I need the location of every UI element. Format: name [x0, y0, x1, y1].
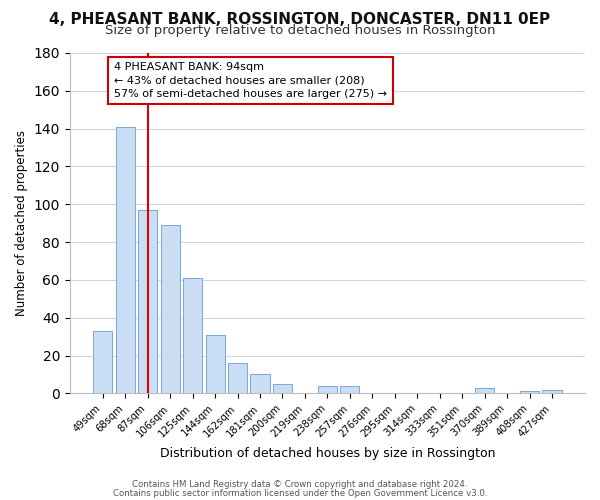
- Bar: [520, 392, 539, 394]
- Bar: [542, 390, 562, 394]
- Bar: [161, 225, 179, 394]
- Bar: [93, 331, 112, 394]
- Bar: [206, 334, 224, 394]
- Text: 4, PHEASANT BANK, ROSSINGTON, DONCASTER, DN11 0EP: 4, PHEASANT BANK, ROSSINGTON, DONCASTER,…: [49, 12, 551, 28]
- Text: Contains public sector information licensed under the Open Government Licence v3: Contains public sector information licen…: [113, 490, 487, 498]
- Bar: [183, 278, 202, 394]
- Bar: [340, 386, 359, 394]
- Bar: [318, 386, 337, 394]
- Text: 4 PHEASANT BANK: 94sqm
← 43% of detached houses are smaller (208)
57% of semi-de: 4 PHEASANT BANK: 94sqm ← 43% of detached…: [114, 62, 387, 99]
- Bar: [273, 384, 292, 394]
- Bar: [228, 363, 247, 394]
- Bar: [138, 210, 157, 394]
- Bar: [116, 126, 135, 394]
- Y-axis label: Number of detached properties: Number of detached properties: [15, 130, 28, 316]
- Bar: [475, 388, 494, 394]
- Text: Size of property relative to detached houses in Rossington: Size of property relative to detached ho…: [105, 24, 495, 37]
- X-axis label: Distribution of detached houses by size in Rossington: Distribution of detached houses by size …: [160, 447, 495, 460]
- Text: Contains HM Land Registry data © Crown copyright and database right 2024.: Contains HM Land Registry data © Crown c…: [132, 480, 468, 489]
- Bar: [250, 374, 269, 394]
